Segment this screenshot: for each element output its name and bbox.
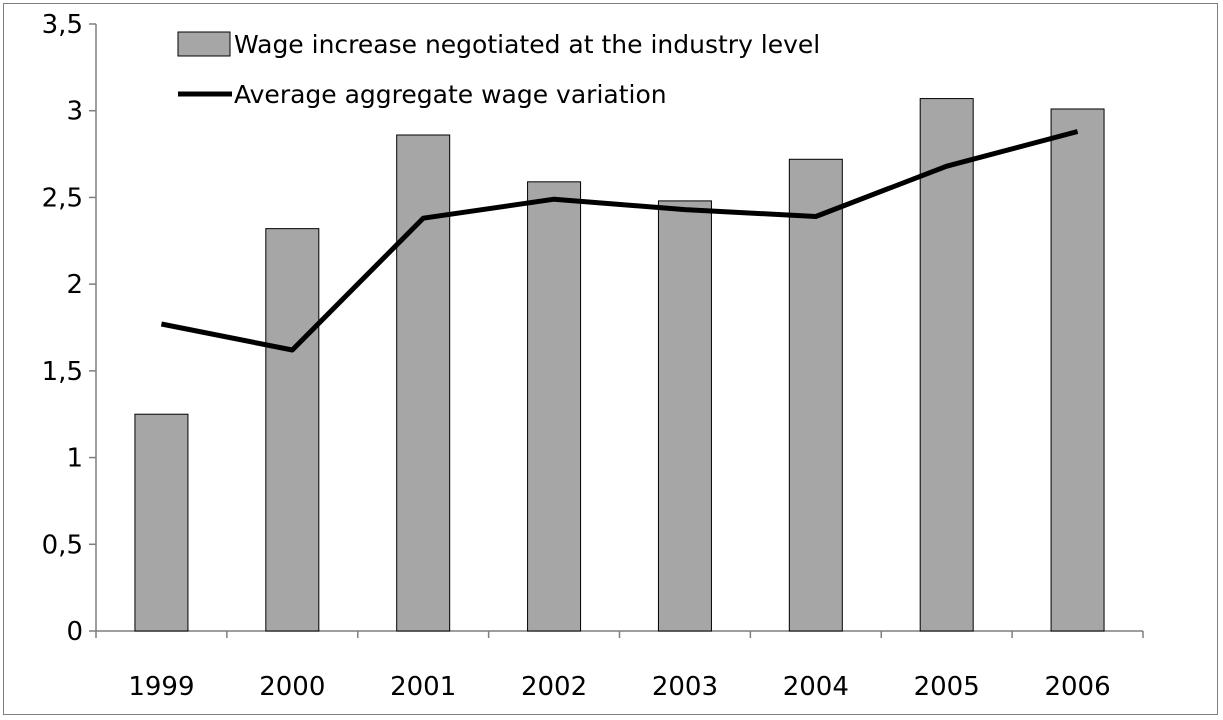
bar: [1050, 108, 1105, 632]
bars: [134, 98, 1105, 632]
x-tick-label: 2004: [783, 672, 849, 702]
bar: [788, 158, 843, 632]
series-line: [160, 129, 1079, 353]
y-tick-label: 3,5: [42, 10, 83, 40]
axes: [89, 23, 1144, 638]
x-tick-label: 2005: [914, 672, 980, 702]
legend-label-bar: Wage increase negotiated at the industry…: [234, 30, 820, 59]
legend-label-line: Average aggregate wage variation: [234, 80, 667, 109]
y-tick-label: 2: [66, 270, 83, 300]
x-tick-label: 1999: [128, 672, 194, 702]
x-tick-label: 2006: [1044, 672, 1110, 702]
tick-labels: 0 0,5 1 1,5 2 2,5 3 3,5 1999 2000 2001 2002 2003 2004…: [42, 10, 1111, 702]
legend-swatch-bar: [177, 31, 231, 57]
bar: [134, 413, 189, 632]
bar: [919, 98, 974, 632]
x-tick-label: 2002: [521, 672, 587, 702]
x-tick-label: 2000: [259, 672, 325, 702]
bar: [657, 200, 712, 632]
y-tick-label: 3: [66, 97, 83, 127]
x-tick-label: 2003: [652, 672, 718, 702]
y-tick-label: 2,5: [42, 183, 83, 213]
line-series: [160, 129, 1079, 353]
y-tick-label: 1,5: [42, 357, 83, 387]
bar: [265, 228, 320, 632]
y-tick-label: 0: [66, 617, 83, 647]
y-tick-label: 1: [66, 444, 83, 474]
legend: Wage increase negotiated at the industry…: [177, 30, 820, 109]
y-tick-label: 0,5: [42, 530, 83, 560]
x-tick-label: 2001: [390, 672, 456, 702]
chart-frame: [3, 3, 1218, 715]
bar: [396, 134, 451, 632]
bar: [527, 181, 582, 632]
